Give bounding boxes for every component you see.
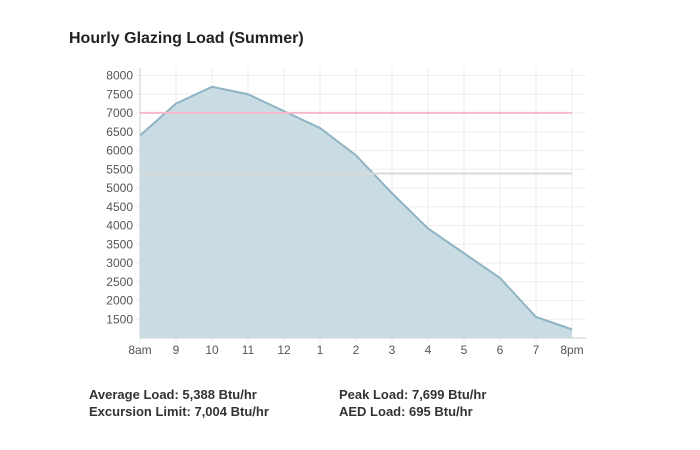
x-tick-label: 8pm — [560, 343, 583, 357]
x-tick-label: 12 — [277, 343, 291, 357]
y-tick-label: 4500 — [106, 200, 133, 214]
y-tick-label: 6000 — [106, 144, 133, 158]
x-tick-label: 3 — [389, 343, 396, 357]
x-tick-label: 10 — [205, 343, 219, 357]
y-tick-label: 8000 — [106, 69, 133, 83]
x-tick-label: 1 — [317, 343, 324, 357]
y-tick-label: 6500 — [106, 125, 133, 139]
peak-load-stat: Peak Load: 7,699 Btu/hr — [339, 387, 487, 402]
y-tick-label: 3500 — [106, 237, 133, 251]
y-tick-label: 3000 — [106, 256, 133, 270]
y-tick-label: 2500 — [106, 275, 133, 289]
x-tick-label: 9 — [173, 343, 180, 357]
chart-title: Hourly Glazing Load (Summer) — [69, 30, 304, 47]
x-tick-label: 7 — [533, 343, 540, 357]
x-tick-label: 4 — [425, 343, 432, 357]
excursion-limit-stat: Excursion Limit: 7,004 Btu/hr — [89, 404, 269, 419]
x-tick-label: 8am — [128, 343, 151, 357]
average-load-stat: Average Load: 5,388 Btu/hr — [89, 387, 257, 402]
y-axis-ticks: 1500 2000 2500 3000 3500 4000 4500 5000 5500 6000… — [106, 69, 133, 327]
y-tick-label: 7000 — [106, 106, 133, 120]
x-axis-ticks: 8am 9 10 11 12 1 2 3 4 5 6 7 8pm — [128, 343, 583, 357]
load-area-fill — [140, 86, 572, 338]
y-tick-label: 5500 — [106, 162, 133, 176]
x-tick-label: 6 — [497, 343, 504, 357]
y-tick-label: 5000 — [106, 181, 133, 195]
stats-right-column: Peak Load: 7,699 Btu/hr AED Load: 695 Bt… — [339, 386, 486, 420]
y-tick-label: 7500 — [106, 87, 133, 101]
area-layer — [139, 85, 573, 338]
y-tick-label: 4000 — [106, 219, 133, 233]
y-tick-label: 1500 — [106, 312, 133, 326]
stats-left-column: Average Load: 5,388 Btu/hr Excursion Lim… — [89, 386, 269, 420]
y-tick-label: 2000 — [106, 294, 133, 308]
aed-load-stat: AED Load: 695 Btu/hr — [339, 404, 473, 419]
x-tick-label: 2 — [353, 343, 360, 357]
x-tick-label: 11 — [242, 343, 255, 357]
reference-lines-layer — [140, 111, 572, 175]
x-tick-label: 5 — [461, 343, 468, 357]
